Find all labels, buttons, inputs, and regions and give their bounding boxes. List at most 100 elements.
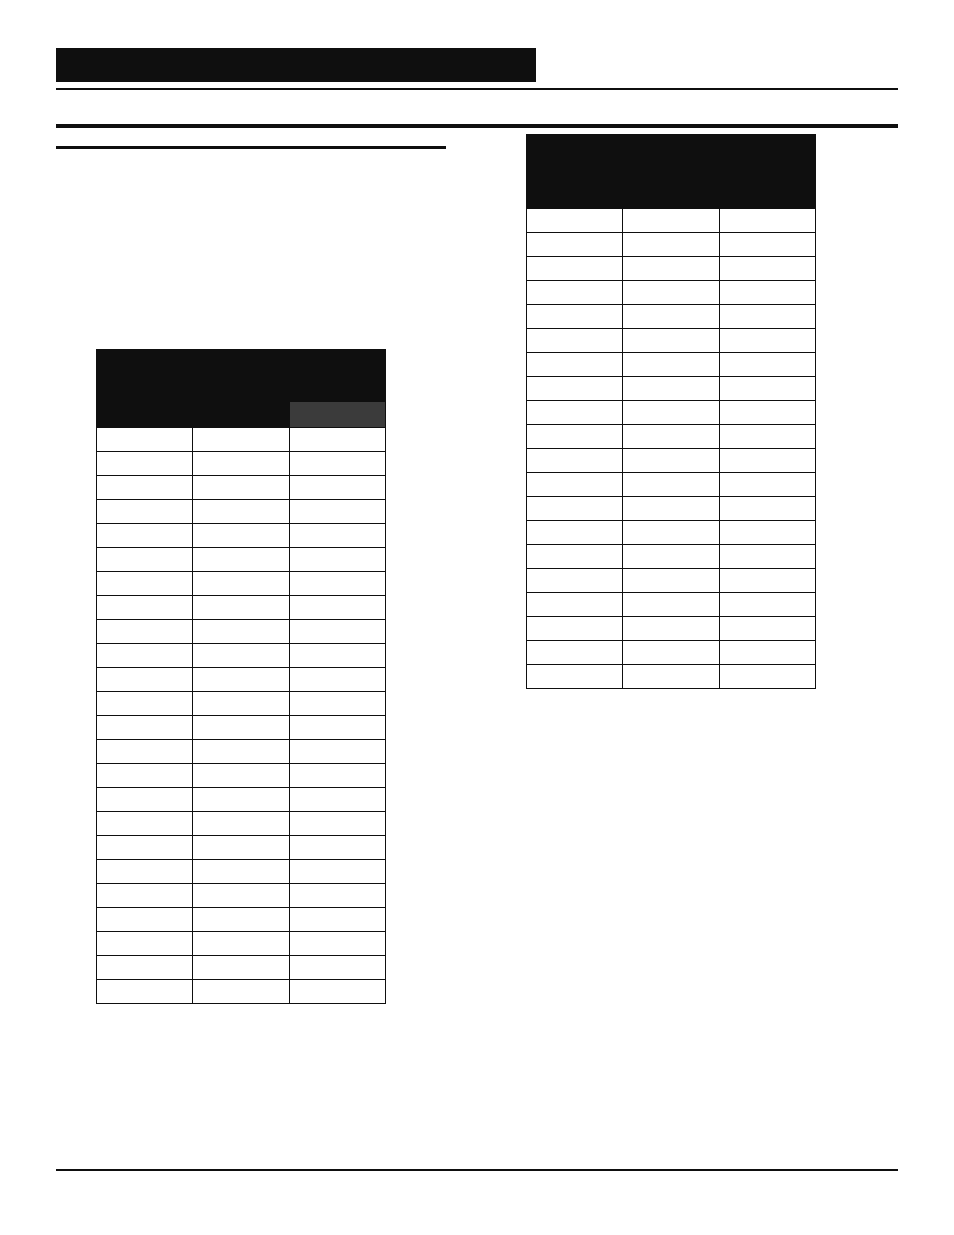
left-table xyxy=(96,349,386,1004)
table-cell xyxy=(289,500,385,524)
footer-rule xyxy=(56,1169,898,1171)
table-cell xyxy=(623,617,719,641)
table-cell xyxy=(289,764,385,788)
table-cell xyxy=(527,521,623,545)
table-cell xyxy=(719,449,815,473)
table-row xyxy=(97,428,386,452)
table-row xyxy=(527,305,816,329)
table-cell xyxy=(719,473,815,497)
table-row xyxy=(527,449,816,473)
table-cell xyxy=(289,740,385,764)
table-row xyxy=(527,329,816,353)
table-row xyxy=(97,452,386,476)
table-cell xyxy=(289,932,385,956)
table-cell xyxy=(527,401,623,425)
right-table-h0 xyxy=(527,161,623,189)
table-row xyxy=(527,665,816,689)
table-cell xyxy=(193,764,289,788)
table-cell xyxy=(97,908,193,932)
table-row xyxy=(97,524,386,548)
table-cell xyxy=(527,305,623,329)
table-cell xyxy=(719,353,815,377)
table-cell xyxy=(623,545,719,569)
table-cell xyxy=(527,425,623,449)
table-cell xyxy=(527,329,623,353)
table-row xyxy=(97,932,386,956)
table-cell xyxy=(623,257,719,281)
table-cell xyxy=(719,233,815,257)
left-table-h2b xyxy=(289,402,385,428)
table-cell xyxy=(289,572,385,596)
table-cell xyxy=(527,665,623,689)
right-table-title xyxy=(527,135,816,161)
table-cell xyxy=(719,425,815,449)
table-row xyxy=(527,425,816,449)
table-cell xyxy=(193,692,289,716)
table-row xyxy=(97,716,386,740)
table-cell xyxy=(97,644,193,668)
table-cell xyxy=(623,209,719,233)
table-cell xyxy=(193,812,289,836)
table-cell xyxy=(97,572,193,596)
table-cell xyxy=(97,716,193,740)
table-cell xyxy=(719,617,815,641)
table-row xyxy=(527,377,816,401)
table-cell xyxy=(623,401,719,425)
table-cell xyxy=(623,233,719,257)
table-row xyxy=(97,740,386,764)
table-cell xyxy=(527,257,623,281)
table-row xyxy=(527,473,816,497)
table-cell xyxy=(527,353,623,377)
table-cell xyxy=(193,596,289,620)
table-cell xyxy=(623,473,719,497)
table-cell xyxy=(527,233,623,257)
table-row xyxy=(97,500,386,524)
table-row xyxy=(97,980,386,1004)
table-cell xyxy=(193,500,289,524)
table-cell xyxy=(193,620,289,644)
table-cell xyxy=(719,329,815,353)
table-cell xyxy=(623,497,719,521)
table-row xyxy=(97,956,386,980)
table-cell xyxy=(193,524,289,548)
table-cell xyxy=(527,593,623,617)
table-cell xyxy=(719,377,815,401)
table-cell xyxy=(289,788,385,812)
table-cell xyxy=(623,281,719,305)
table-cell xyxy=(289,620,385,644)
table-row xyxy=(527,545,816,569)
table-cell xyxy=(193,476,289,500)
table-cell xyxy=(289,716,385,740)
table-cell xyxy=(289,644,385,668)
table-cell xyxy=(97,932,193,956)
table-cell xyxy=(289,452,385,476)
table-cell xyxy=(97,524,193,548)
table-cell xyxy=(527,545,623,569)
right-table-subheader xyxy=(527,189,816,209)
table-cell xyxy=(527,449,623,473)
table-cell xyxy=(527,569,623,593)
table-cell xyxy=(527,473,623,497)
table-cell xyxy=(97,860,193,884)
table-cell xyxy=(623,569,719,593)
table-cell xyxy=(527,377,623,401)
table-cell xyxy=(719,545,815,569)
table-row xyxy=(97,572,386,596)
right-column xyxy=(526,146,898,689)
table-cell xyxy=(193,836,289,860)
table-cell xyxy=(193,908,289,932)
table-cell xyxy=(97,980,193,1004)
table-cell xyxy=(193,548,289,572)
table-cell xyxy=(719,641,815,665)
table-cell xyxy=(193,716,289,740)
table-row xyxy=(97,788,386,812)
table-cell xyxy=(97,548,193,572)
table-cell xyxy=(623,329,719,353)
table-cell xyxy=(527,281,623,305)
table-cell xyxy=(719,497,815,521)
table-row xyxy=(97,620,386,644)
table-row xyxy=(97,764,386,788)
table-cell xyxy=(193,668,289,692)
table-cell xyxy=(193,788,289,812)
table-cell xyxy=(289,692,385,716)
